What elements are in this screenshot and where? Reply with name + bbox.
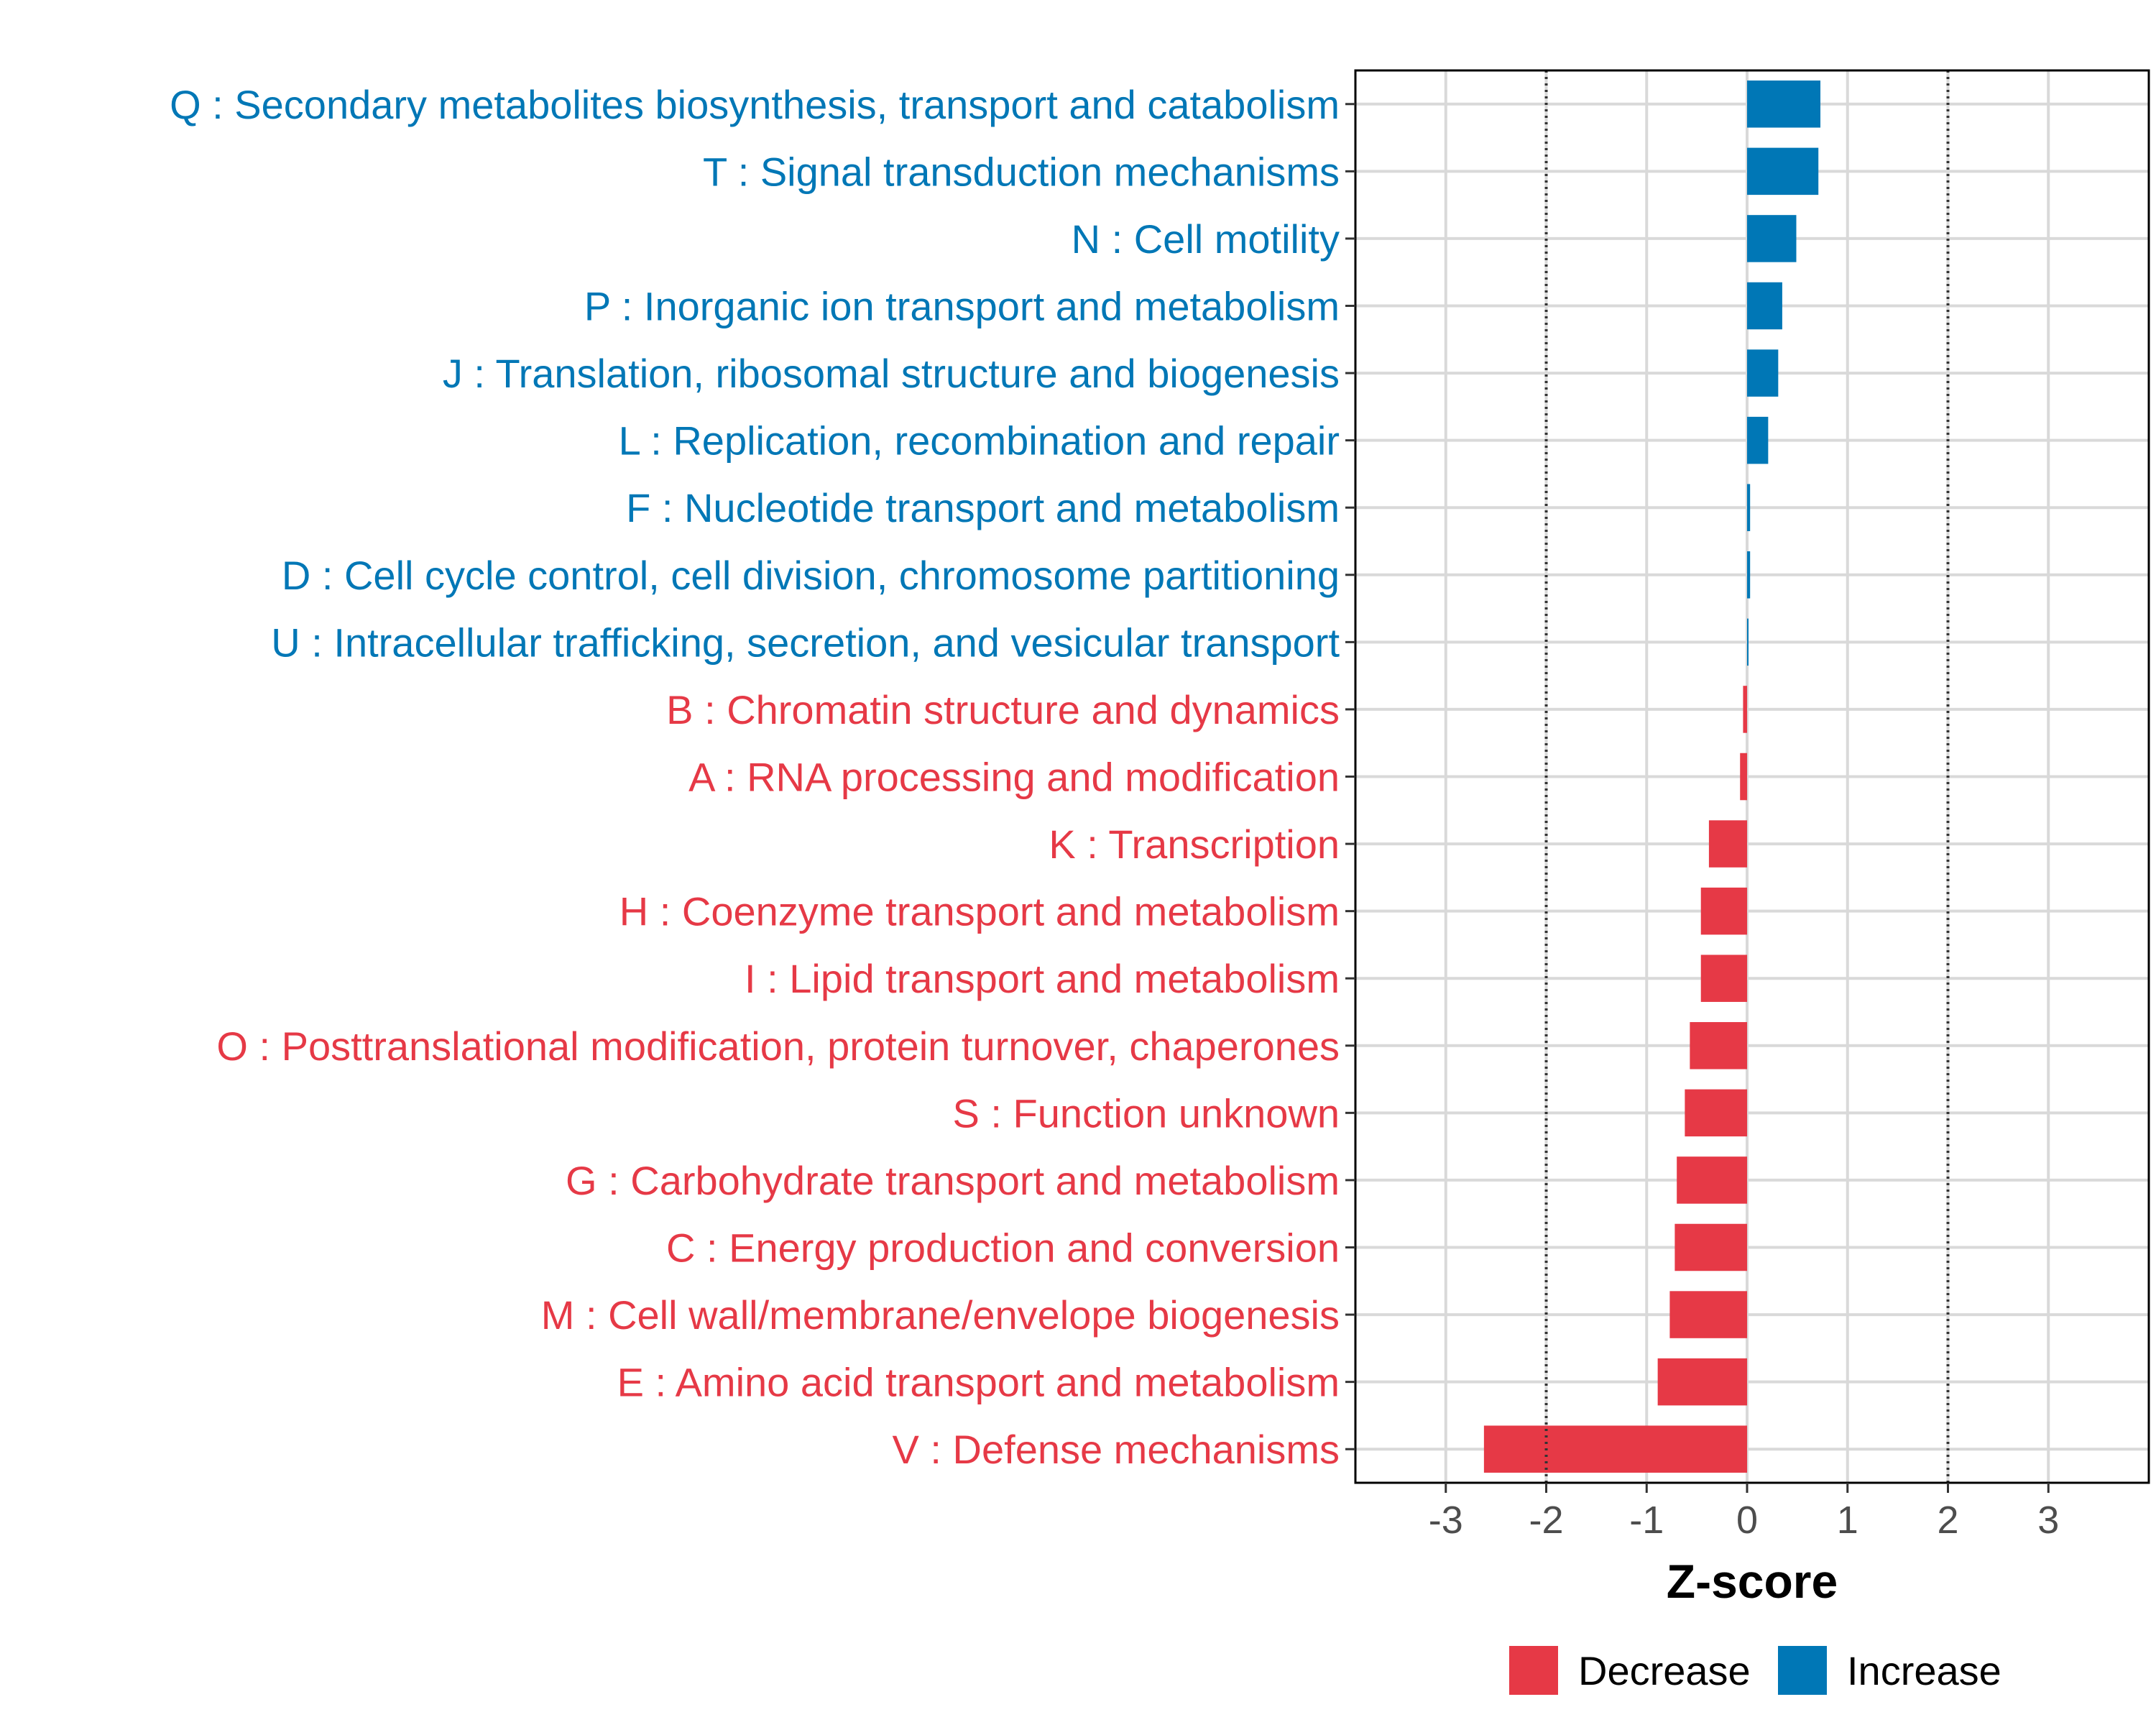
bar (1657, 1358, 1748, 1406)
legend-label: Increase (1847, 1648, 2001, 1693)
category-label: S : Function unknown (952, 1090, 1340, 1136)
category-label: M : Cell wall/membrane/envelope biogenes… (541, 1292, 1340, 1338)
bar (1677, 1156, 1748, 1204)
category-label: A : RNA processing and modification (688, 755, 1340, 800)
bar (1743, 686, 1748, 733)
x-axis-title: Z-score (1667, 1555, 1838, 1608)
bar (1747, 618, 1749, 666)
category-label: Q : Secondary metabolites biosynthesis, … (170, 82, 1340, 127)
category-label: L : Replication, recombination and repai… (619, 418, 1340, 464)
x-tick-label: -2 (1529, 1499, 1564, 1542)
category-labels: Q : Secondary metabolites biosynthesis, … (170, 82, 1355, 1472)
legend-swatch (1509, 1646, 1558, 1695)
bar (1700, 887, 1748, 935)
category-label: G : Carbohydrate transport and metabolis… (566, 1158, 1340, 1203)
legend-swatch (1778, 1646, 1827, 1695)
category-label: K : Transcription (1049, 822, 1340, 867)
bar (1747, 282, 1782, 330)
x-tick-label: -1 (1629, 1499, 1664, 1542)
reference-lines (1544, 70, 1950, 1483)
category-label: T : Signal transduction mechanisms (703, 149, 1340, 194)
bar (1669, 1291, 1748, 1338)
category-label: E : Amino acid transport and metabolism (617, 1360, 1340, 1405)
category-label: J : Translation, ribosomal structure and… (443, 351, 1340, 396)
x-axis-ticks: -3 -2 -1 0 1 2 3 (1429, 1483, 2059, 1542)
x-tick-label: 1 (1837, 1499, 1858, 1542)
bar (1747, 484, 1751, 531)
bar (1747, 215, 1797, 262)
bar (1747, 80, 1821, 128)
category-label: P : Inorganic ion transport and metaboli… (584, 284, 1340, 329)
bar (1708, 820, 1748, 868)
category-label: N : Cell motility (1072, 216, 1340, 262)
legend-label: Decrease (1578, 1648, 1751, 1693)
category-label: H : Coenzyme transport and metabolism (619, 889, 1340, 934)
bar (1674, 1223, 1748, 1271)
category-label: I : Lipid transport and metabolism (745, 956, 1340, 1001)
category-label: B : Chromatin structure and dynamics (666, 687, 1340, 732)
x-tick-label: 3 (2037, 1499, 2059, 1542)
bar (1690, 1022, 1748, 1070)
category-label: V : Defense mechanisms (893, 1427, 1340, 1472)
category-label: O : Posttranslational modification, prot… (216, 1024, 1340, 1069)
bar (1740, 753, 1748, 801)
x-tick-label: 2 (1937, 1499, 1958, 1542)
category-label: F : Nucleotide transport and metabolism (626, 485, 1340, 530)
bar (1685, 1089, 1748, 1137)
bar (1747, 551, 1751, 599)
bar (1747, 416, 1769, 464)
x-tick-label: 0 (1736, 1499, 1758, 1542)
category-label: D : Cell cycle control, cell division, c… (282, 553, 1340, 598)
bar (1747, 349, 1779, 397)
bar (1700, 954, 1748, 1002)
category-label: U : Intracellular trafficking, secretion… (271, 620, 1340, 665)
legend: Decrease Increase (1509, 1646, 2001, 1695)
x-tick-label: -3 (1429, 1499, 1463, 1542)
bar (1483, 1425, 1748, 1473)
bars (1483, 80, 1821, 1473)
category-label: C : Energy production and conversion (666, 1225, 1340, 1271)
bar (1747, 147, 1819, 196)
